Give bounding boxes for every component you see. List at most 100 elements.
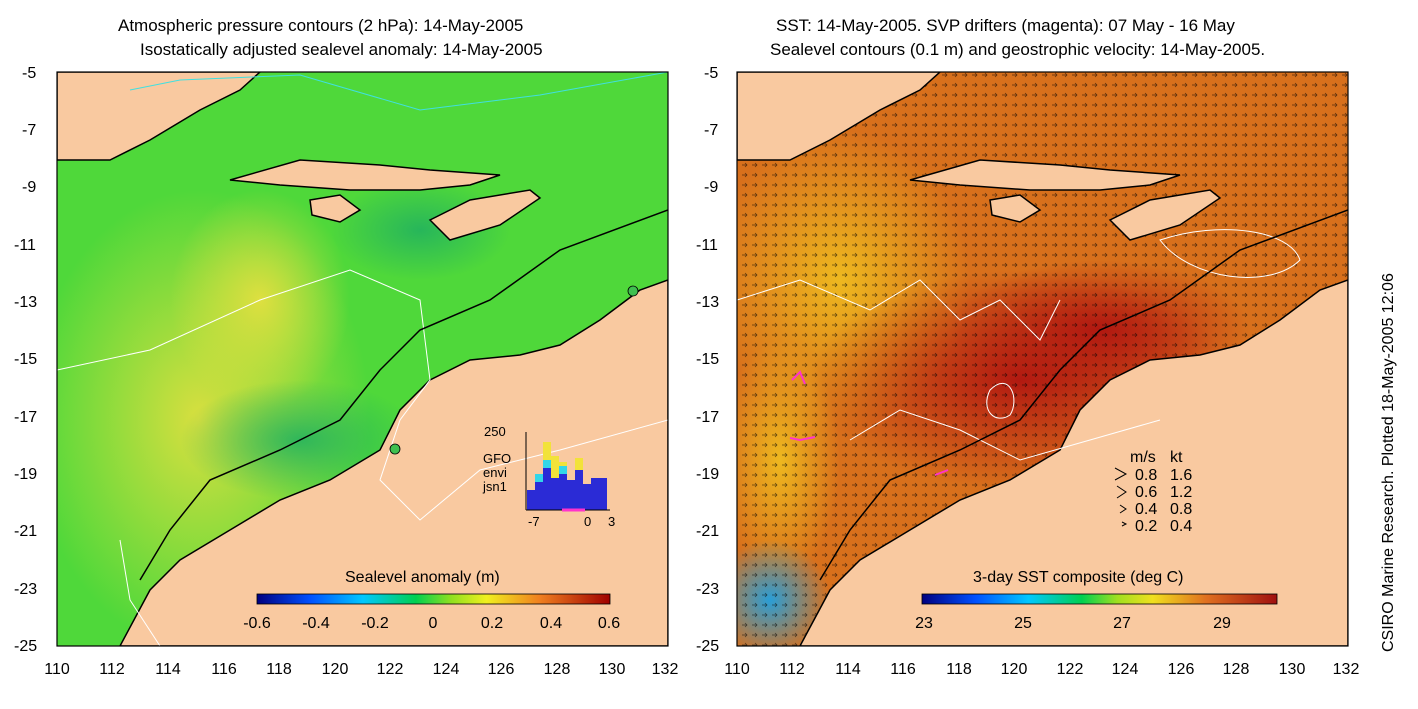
left-colorbar-tick: 0.6 xyxy=(598,615,620,632)
right-y-tick: -23 xyxy=(696,581,719,598)
right-x-tick: 120 xyxy=(1001,661,1028,678)
inset-y-top-label: 250 xyxy=(484,424,506,439)
left-colorbar-tick: 0.4 xyxy=(540,615,562,632)
left-y-tick: -9 xyxy=(22,179,36,196)
left-shelf-break xyxy=(139,209,668,581)
right-y-tick: -5 xyxy=(704,65,718,82)
left-pressure-contour xyxy=(129,72,668,111)
left-java-land xyxy=(57,72,262,161)
inset-bar xyxy=(591,478,599,510)
right-x-tick: 118 xyxy=(946,661,972,678)
inset-bar-envi xyxy=(543,460,551,468)
velocity-key-ms: 0.4 xyxy=(1135,501,1157,518)
right-colorbar: 3-day SST composite (deg C) 23 25 27 29 xyxy=(915,569,1278,632)
right-x-tick: 132 xyxy=(1333,661,1360,678)
right-y-tick: -21 xyxy=(696,523,719,540)
left-y-tick: -21 xyxy=(14,523,37,540)
right-y-axis: -5 -7 -9 -11 -13 -15 -17 -19 -21 -23 -25 xyxy=(696,65,719,655)
inset-x-label-zero: 0 xyxy=(584,514,591,529)
right-colorbar-title: 3-day SST composite (deg C) xyxy=(973,569,1183,586)
left-y-tick: -15 xyxy=(14,351,37,368)
left-x-tick: 116 xyxy=(211,661,237,678)
right-x-axis: 110 112 114 116 118 120 122 124 126 128 … xyxy=(724,661,1359,678)
velocity-key-arrow xyxy=(1114,467,1128,481)
right-sealevel-contour-4 xyxy=(1159,229,1301,278)
left-x-tick: 114 xyxy=(155,661,181,678)
left-colorbar-tick: -0.6 xyxy=(243,615,271,632)
inset-bar-gfo xyxy=(551,456,559,478)
inset-bar xyxy=(599,478,607,510)
left-y-tick: -7 xyxy=(22,122,36,139)
left-x-tick: 128 xyxy=(544,661,571,678)
velocity-key-kt: 1.6 xyxy=(1170,467,1192,484)
left-x-tick: 130 xyxy=(599,661,626,678)
right-y-tick: -17 xyxy=(696,409,719,426)
left-x-tick: 118 xyxy=(266,661,292,678)
left-colorbar-tick: -0.4 xyxy=(302,615,330,632)
inset-bar-envi xyxy=(559,466,567,474)
plot-credit: CSIRO Marine Research. Plotted 18-May-20… xyxy=(1380,273,1397,652)
velocity-key: m/s kt 0.8 1.6 0.6 1.2 0.4 0.8 0.2 0.4 xyxy=(1114,449,1192,535)
left-y-tick: -25 xyxy=(14,638,37,655)
left-colorbar-tick: 0.2 xyxy=(481,615,503,632)
left-colorbar-gradient xyxy=(256,593,611,605)
left-map-frame xyxy=(56,71,669,647)
inset-bar xyxy=(575,470,583,510)
right-sealevel-contour-3 xyxy=(849,409,1161,461)
right-shelf-break xyxy=(819,209,1348,581)
velocity-key-arrow xyxy=(1119,504,1127,514)
right-x-tick: 128 xyxy=(1223,661,1250,678)
right-x-tick: 112 xyxy=(779,661,805,678)
left-australia-land xyxy=(119,279,668,646)
right-map-frame xyxy=(736,71,1349,647)
right-y-tick: -25 xyxy=(696,638,719,655)
right-y-tick: -13 xyxy=(696,294,719,311)
left-y-axis: -5 -7 -9 -11 -13 -15 -17 -19 -21 -23 -25 xyxy=(14,65,37,655)
right-y-tick: -7 xyxy=(704,122,718,139)
inset-legend-jsn1: jsn1 xyxy=(482,479,507,494)
left-x-tick: 122 xyxy=(377,661,404,678)
left-y-tick: -17 xyxy=(14,409,37,426)
left-inset-histogram: 250 -7 0 3 GFO envi jsn1 xyxy=(482,424,615,529)
inset-legend-gfo: GFO xyxy=(483,451,511,466)
right-sumba-island xyxy=(989,194,1042,223)
velocity-key-header-ms: m/s xyxy=(1130,449,1156,466)
inset-bar-gfo xyxy=(575,458,583,470)
left-x-tick: 126 xyxy=(488,661,515,678)
right-timor-east-island xyxy=(1108,189,1222,241)
right-y-tick: -19 xyxy=(696,466,719,483)
right-colorbar-tick: 25 xyxy=(1014,615,1032,632)
right-colorbar-tick: 27 xyxy=(1113,615,1131,632)
velocity-key-ms: 0.6 xyxy=(1135,484,1157,501)
left-x-tick: 112 xyxy=(99,661,125,678)
inset-bar xyxy=(559,474,567,510)
right-title-line1: SST: 14-May-2005. SVP drifters (magenta)… xyxy=(776,16,1235,35)
inset-bar-gfo xyxy=(559,462,567,466)
velocity-key-kt: 0.8 xyxy=(1170,501,1192,518)
left-white-contour-1 xyxy=(57,269,668,521)
velocity-key-arrow xyxy=(1116,485,1127,499)
right-x-tick: 110 xyxy=(724,661,750,678)
right-x-tick: 126 xyxy=(1168,661,1195,678)
inset-bar xyxy=(535,482,543,510)
velocity-key-ms: 0.8 xyxy=(1135,467,1157,484)
left-x-tick: 120 xyxy=(322,661,349,678)
left-timor-east-island xyxy=(428,189,542,241)
left-y-tick: -19 xyxy=(14,466,37,483)
right-drifter-track xyxy=(789,436,816,442)
right-x-tick: 130 xyxy=(1279,661,1306,678)
left-colorbar: Sealevel anomaly (m) -0.6 -0.4 -0.2 0 0.… xyxy=(243,569,620,632)
right-x-tick: 122 xyxy=(1057,661,1084,678)
right-y-tick: -11 xyxy=(696,237,718,254)
right-sealevel-contour-1 xyxy=(737,279,1061,341)
velocity-key-kt: 1.2 xyxy=(1170,484,1192,501)
left-colorbar-tick: 0 xyxy=(429,615,438,632)
left-x-tick: 132 xyxy=(652,661,679,678)
velocity-key-kt: 0.4 xyxy=(1170,518,1192,535)
left-y-tick: -23 xyxy=(14,581,37,598)
right-timor-island xyxy=(909,159,1181,191)
left-map-panel xyxy=(57,72,668,646)
inset-bar xyxy=(583,484,591,510)
inset-x-label-max: 3 xyxy=(608,514,615,529)
